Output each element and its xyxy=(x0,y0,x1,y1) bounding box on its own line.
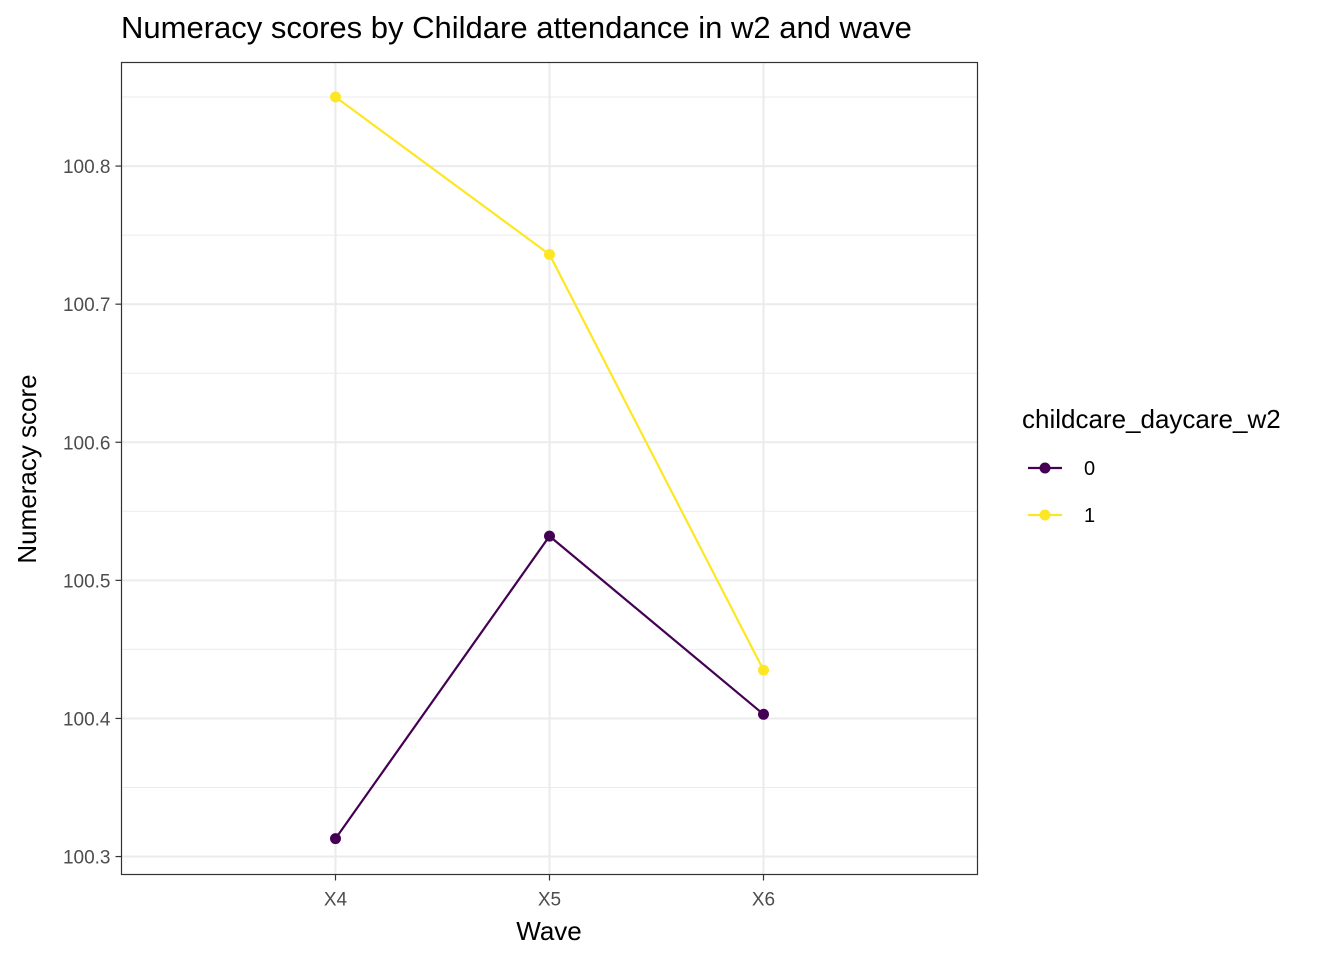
data-point-1 xyxy=(544,248,555,260)
x-tick-label: X5 xyxy=(538,890,561,911)
x-tick-label: X6 xyxy=(752,890,775,911)
x-axis-title: Wave xyxy=(516,916,582,946)
legend-key-point xyxy=(1039,462,1051,474)
legend-key-point xyxy=(1039,509,1051,521)
legend-label: 1 xyxy=(1084,505,1095,527)
y-tick-label: 100.6 xyxy=(63,433,111,454)
data-point-1 xyxy=(330,91,341,103)
x-axis: X4 X5 X6 xyxy=(324,874,775,911)
legend-items: 01 xyxy=(1028,458,1095,527)
legend-label: 0 xyxy=(1084,458,1095,480)
x-tick-label: X4 xyxy=(324,890,348,911)
y-tick-label: 100.3 xyxy=(63,848,111,869)
data-point-0 xyxy=(330,833,341,845)
y-axis: 100.3 100.4 100.5 100.6 100.7 100.8 xyxy=(63,157,122,869)
y-tick-label: 100.4 xyxy=(63,709,111,730)
y-tick-label: 100.5 xyxy=(63,571,111,592)
major-gridlines xyxy=(121,62,978,875)
legend-title: childcare_daycare_w2 xyxy=(1022,404,1281,434)
y-tick-label: 100.7 xyxy=(63,295,111,316)
y-axis-title: Numeracy score xyxy=(12,374,42,563)
plot-panel xyxy=(120,61,979,876)
data-point-0 xyxy=(544,530,555,542)
data-point-0 xyxy=(758,708,769,720)
chart-title: Numeracy scores by Childare attendance i… xyxy=(121,10,912,45)
series-layer xyxy=(330,91,769,845)
y-tick-label: 100.8 xyxy=(63,157,111,178)
legend: childcare_daycare_w2 01 xyxy=(1022,404,1281,527)
data-point-1 xyxy=(758,664,769,676)
